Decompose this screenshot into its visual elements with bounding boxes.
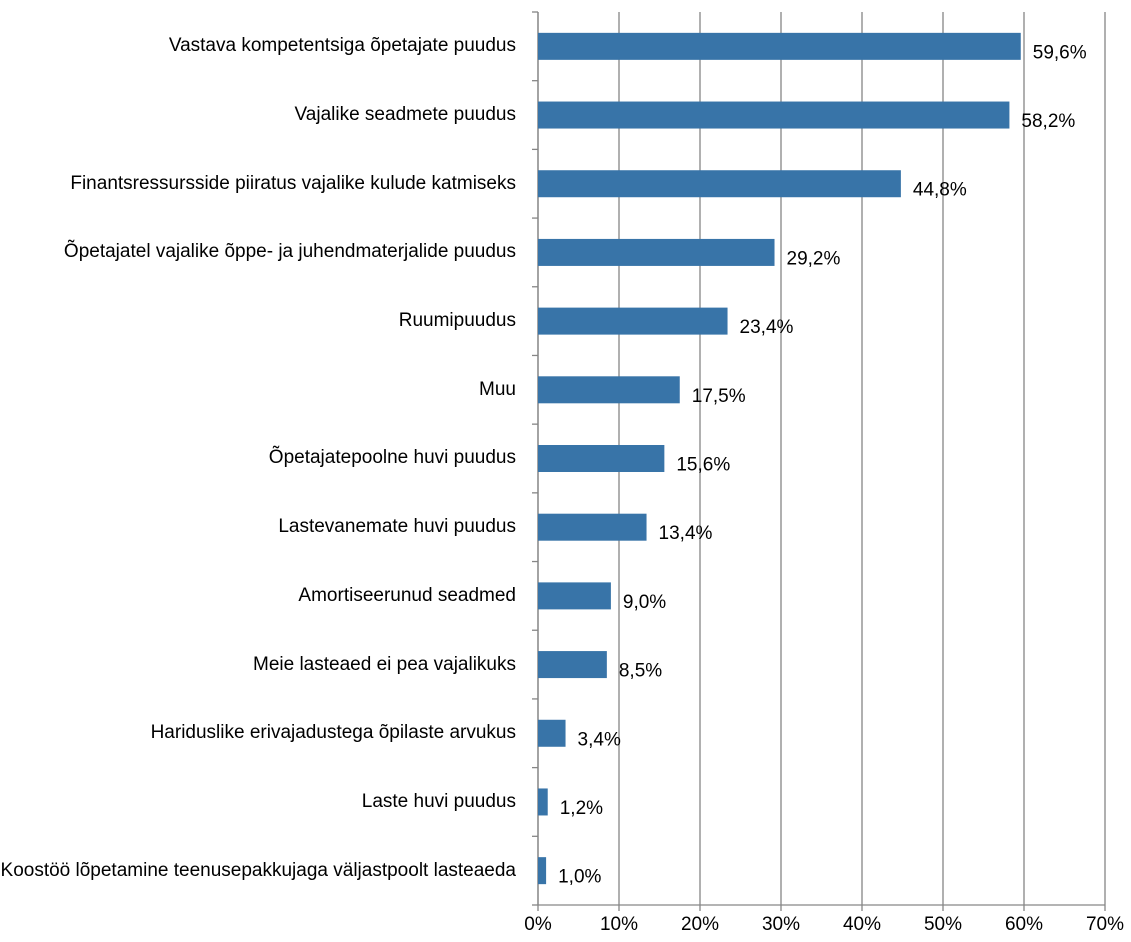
- value-label: 29,2%: [787, 248, 841, 269]
- y-tick-label: Laste huvi puudus: [361, 790, 516, 812]
- y-tick-label: Vastava kompetentsiga õpetajate puudus: [168, 35, 516, 57]
- category-label-box: Ruumipuudus: [0, 287, 516, 356]
- value-label: 1,2%: [560, 798, 603, 819]
- bar: [538, 788, 548, 816]
- bar: [538, 651, 607, 679]
- bar: [538, 719, 566, 747]
- x-tick-label: 40%: [843, 914, 881, 935]
- x-tick-label: 30%: [762, 914, 800, 935]
- y-tick-label: Meie lasteaed ei pea vajalikuks: [253, 653, 516, 675]
- x-tick-label: 10%: [600, 914, 638, 935]
- bar: [538, 513, 647, 541]
- category-label-box: Laste huvi puudus: [0, 768, 516, 837]
- bar: [538, 101, 1010, 129]
- value-label: 15,6%: [676, 455, 730, 476]
- category-label-box: Koostöö lõpetamine teenusepakkujaga välj…: [0, 836, 516, 905]
- category-label-box: Vastava kompetentsiga õpetajate puudus: [0, 12, 516, 81]
- bar: [538, 170, 901, 198]
- y-tick-label: Amortiseerunud seadmed: [298, 584, 516, 606]
- bar: [538, 376, 680, 404]
- y-tick-label: Vajalike seadmete puudus: [294, 104, 516, 126]
- y-tick-label: Ruumipuudus: [398, 310, 516, 332]
- bar: [538, 445, 665, 472]
- value-label: 9,0%: [623, 592, 666, 613]
- y-tick-label: Muu: [479, 378, 516, 400]
- value-label: 44,8%: [913, 180, 967, 201]
- value-label: 1,0%: [558, 867, 601, 888]
- y-tick-label: Õpetajatel vajalike õppe- ja juhendmater…: [63, 241, 516, 263]
- y-tick-label: Õpetajatepoolne huvi puudus: [268, 447, 516, 469]
- value-label: 17,5%: [692, 386, 746, 407]
- category-label-box: Finantsressursside piiratus vajalike kul…: [0, 149, 516, 218]
- x-tick-label: 20%: [681, 914, 719, 935]
- bar: [538, 307, 728, 335]
- bar: [538, 857, 547, 885]
- y-tick-label: Finantsressursside piiratus vajalike kul…: [70, 172, 516, 194]
- value-label: 8,5%: [619, 661, 662, 682]
- category-label-box: Amortiseerunud seadmed: [0, 562, 516, 631]
- category-label-box: Õpetajatepoolne huvi puudus: [0, 424, 516, 493]
- category-label-box: Meie lasteaed ei pea vajalikuks: [0, 630, 516, 699]
- x-tick-label: 70%: [1086, 914, 1124, 935]
- bar: [538, 582, 611, 610]
- category-label-box: Vajalike seadmete puudus: [0, 81, 516, 150]
- value-label: 23,4%: [740, 317, 794, 338]
- category-label-box: Õpetajatel vajalike õppe- ja juhendmater…: [0, 218, 516, 287]
- x-tick-label: 50%: [924, 914, 962, 935]
- category-label-box: Hariduslike erivajadustega õpilaste arvu…: [0, 699, 516, 768]
- y-tick-label: Hariduslike erivajadustega õpilaste arvu…: [150, 722, 516, 744]
- x-tick-label: 0%: [524, 914, 552, 935]
- bar: [538, 238, 775, 266]
- y-tick-label: Lastevanemate huvi puudus: [278, 516, 516, 538]
- category-label-box: Lastevanemate huvi puudus: [0, 493, 516, 562]
- value-label: 59,6%: [1033, 42, 1087, 63]
- category-label-box: Muu: [0, 355, 516, 424]
- value-label: 58,2%: [1021, 111, 1075, 132]
- value-label: 3,4%: [578, 729, 621, 750]
- y-tick-label: Koostöö lõpetamine teenusepakkujaga välj…: [0, 859, 516, 881]
- bar: [538, 32, 1021, 60]
- value-label: 13,4%: [659, 523, 713, 544]
- x-tick-label: 60%: [1005, 914, 1043, 935]
